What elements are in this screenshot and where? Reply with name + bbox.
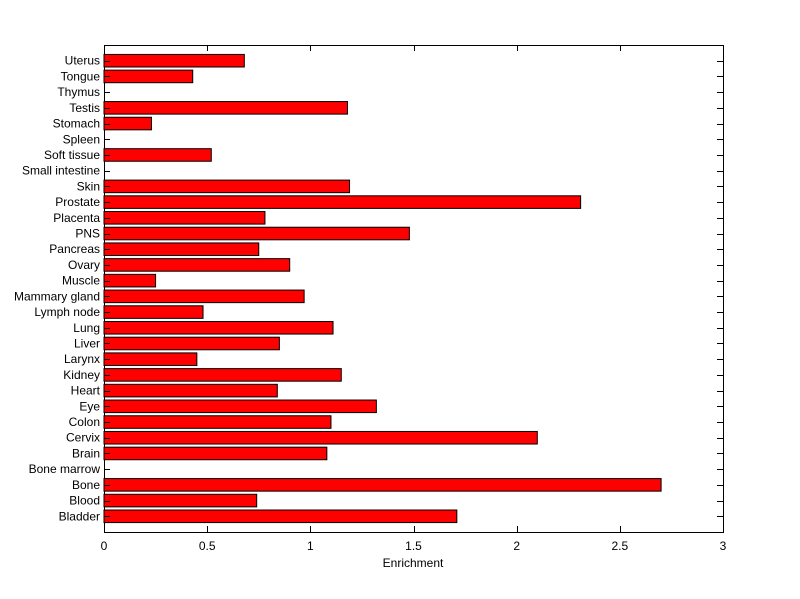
x-tick-label: 2.5 [611, 539, 628, 553]
y-tick-label: Eye [79, 399, 100, 413]
y-tick-label: Thymus [57, 85, 100, 99]
x-tick-label: 1 [307, 539, 314, 553]
y-tick-label: Cervix [66, 431, 100, 445]
bar [103, 289, 305, 304]
y-tick-label: Bone [72, 478, 100, 492]
bar [103, 383, 278, 398]
bars-group [103, 53, 662, 524]
bar [103, 258, 291, 272]
bar [103, 69, 194, 84]
bar [103, 226, 410, 241]
y-tick-label: Placenta [53, 211, 100, 225]
bar [103, 320, 334, 335]
y-tick-label: Brain [72, 446, 100, 460]
bar [103, 478, 662, 492]
bar [103, 148, 212, 162]
y-tick-label: Muscle [62, 274, 100, 288]
bar [103, 352, 198, 366]
bar [103, 336, 280, 351]
bar [103, 415, 332, 429]
bar [103, 368, 342, 382]
x-tick-label: 0.5 [199, 539, 216, 553]
y-tick-label: Lymph node [34, 305, 100, 319]
y-tick-label: PNS [75, 227, 100, 241]
bar [103, 179, 351, 194]
bar [103, 305, 204, 319]
y-tick-label: Stomach [53, 117, 100, 131]
y-tick-label: Small intestine [22, 164, 100, 178]
bar [103, 53, 245, 68]
y-tick-label: Uterus [65, 54, 100, 68]
y-tick-label: Mammary gland [14, 289, 100, 303]
y-tick-label: Bone marrow [29, 462, 101, 476]
y-tick-label: Lung [73, 321, 100, 335]
y-tick-label: Soft tissue [44, 148, 100, 162]
y-tick-label: Kidney [63, 368, 100, 382]
bar [103, 399, 377, 414]
y-tick-label: Skin [77, 179, 100, 193]
y-tick-label: Tongue [61, 69, 101, 83]
y-tick-label: Colon [69, 415, 100, 429]
x-tick-label: 0 [101, 539, 108, 553]
y-tick-label: Liver [74, 336, 100, 350]
y-tick-label: Larynx [64, 352, 100, 366]
y-tick-label: Pancreas [49, 242, 100, 256]
bar [103, 101, 348, 115]
x-axis-label: Enrichment [383, 556, 444, 570]
y-tick-label: Bladder [59, 509, 100, 523]
y-tick-label: Prostate [55, 195, 100, 209]
bar [103, 116, 152, 131]
x-tick-label: 3 [720, 539, 727, 553]
y-tick-label: Heart [71, 384, 101, 398]
bar [103, 273, 157, 288]
y-tick-label: Spleen [63, 132, 100, 146]
bar [103, 211, 266, 225]
bar [103, 430, 538, 445]
bar [103, 493, 258, 508]
bar [103, 242, 260, 257]
bar [103, 509, 458, 524]
bar [103, 195, 582, 209]
y-tick-label: Blood [69, 494, 100, 508]
y-tick-label: Ovary [68, 258, 100, 272]
x-axis-ticks: 0 0.5 1 1.5 2 2.5 3 [101, 45, 727, 553]
bar [103, 446, 328, 461]
x-tick-label: 2 [513, 539, 520, 553]
x-tick-label: 1.5 [405, 539, 422, 553]
y-tick-label: Testis [69, 101, 100, 115]
